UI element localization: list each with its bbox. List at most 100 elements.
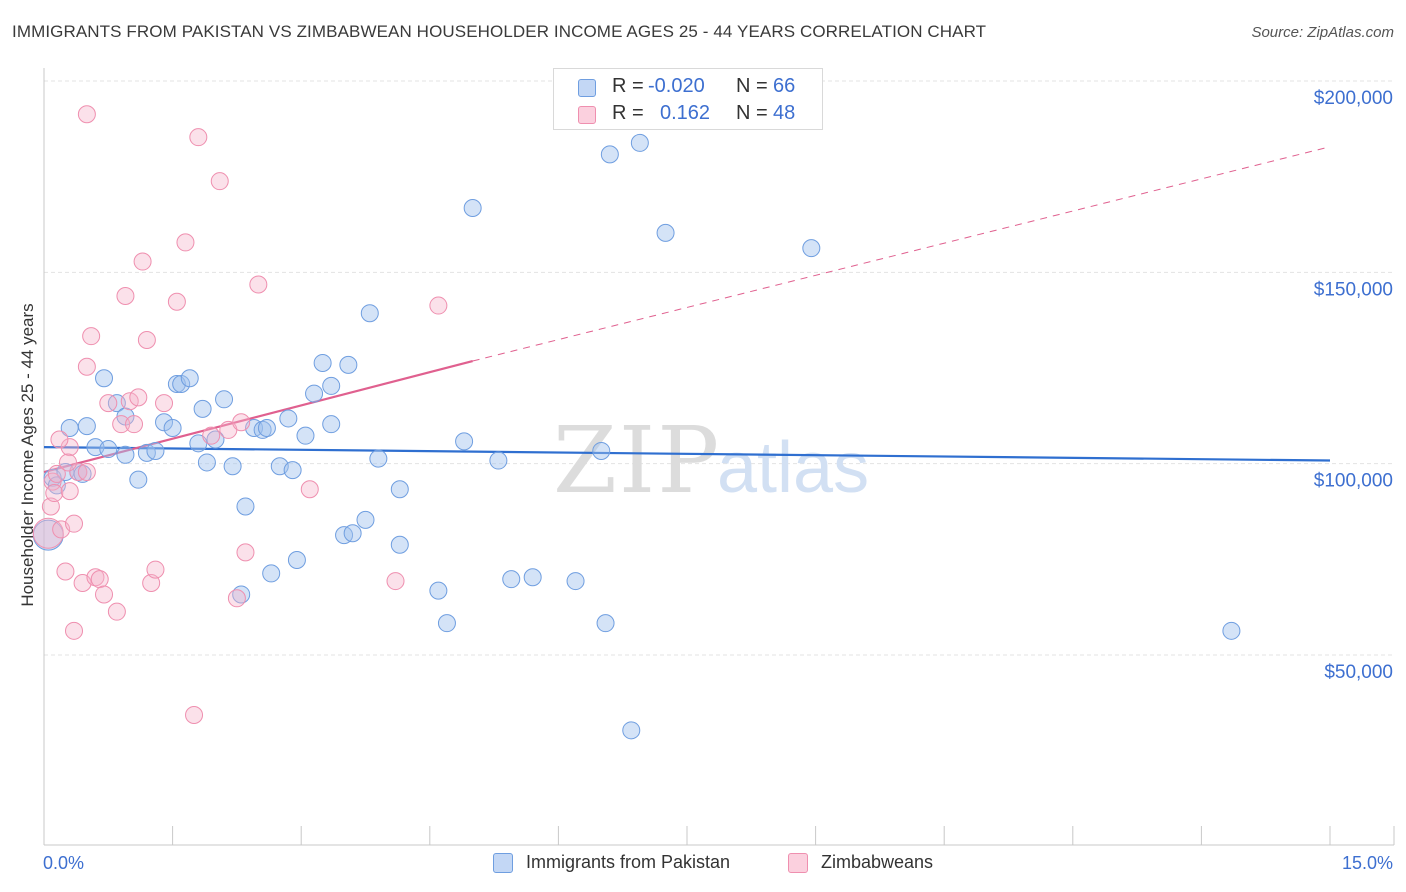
pakistan-point xyxy=(99,440,118,459)
watermark-zip: ZIP xyxy=(553,407,721,514)
pakistan-point xyxy=(287,551,306,570)
zimbabwe-point xyxy=(41,497,60,516)
bottom-legend-swatch-zimbabwe xyxy=(788,853,808,873)
pakistan-point xyxy=(339,355,358,374)
pakistan-point xyxy=(95,369,114,388)
legend-swatch-pakistan xyxy=(578,79,596,97)
zimbabwe-point xyxy=(129,388,148,407)
zimbabwe-trend-line-dashed xyxy=(472,146,1331,362)
pakistan-point xyxy=(369,449,388,468)
pakistan-point xyxy=(296,426,315,445)
zimbabwe-point xyxy=(65,514,84,533)
zimbabwe-point xyxy=(65,621,84,640)
zimbabwe-point xyxy=(176,233,195,252)
pakistan-point xyxy=(802,239,821,258)
pakistan-point xyxy=(283,461,302,480)
pakistan-point xyxy=(566,572,585,591)
pakistan-point xyxy=(360,304,379,323)
x-tick-label-min: 0.0% xyxy=(43,853,85,873)
x-tick-label-max: 15.0% xyxy=(1341,853,1393,873)
pakistan-point xyxy=(215,390,234,409)
pakistan-point xyxy=(390,480,409,499)
bottom-legend-label-pakistan: Immigrants from Pakistan xyxy=(526,852,731,872)
pakistan-point xyxy=(197,453,216,472)
zimbabwe-point xyxy=(249,275,268,294)
zimbabwe-point xyxy=(146,560,165,579)
pakistan-point xyxy=(322,376,341,395)
zimbabwe-point xyxy=(429,296,448,315)
zimbabwe-point xyxy=(227,589,246,608)
legend-n-value-pakistan: 66 xyxy=(773,75,796,97)
zimbabwe-point xyxy=(125,415,144,434)
pakistan-trend-line xyxy=(43,446,1331,462)
zimbabwe-point xyxy=(120,392,139,411)
zimbabwe-point xyxy=(116,286,135,305)
watermark-atlas: atlas xyxy=(717,428,869,508)
pakistan-point xyxy=(463,198,482,217)
y-tick-label: $50,000 xyxy=(1324,662,1393,683)
pakistan-point xyxy=(77,417,96,436)
zimbabwe-point xyxy=(167,292,186,311)
zimbabwe-point xyxy=(386,572,405,591)
zimbabwe-point xyxy=(56,562,75,581)
legend-r-label: R = xyxy=(612,75,644,97)
pakistan-point xyxy=(163,419,182,438)
zimbabwe-point xyxy=(210,172,229,191)
pakistan-point xyxy=(129,470,148,489)
pakistan-point xyxy=(600,145,619,164)
y-tick-label: $150,000 xyxy=(1314,279,1393,300)
chart-title: IMMIGRANTS FROM PAKISTAN VS ZIMBABWEAN H… xyxy=(12,22,987,41)
legend-r-value-pakistan: -0.020 xyxy=(648,75,705,97)
bottom-legend-label-zimbabwe: Zimbabweans xyxy=(821,852,934,872)
pakistan-point xyxy=(223,457,242,476)
y-tick-label: $100,000 xyxy=(1314,471,1393,492)
pakistan-point xyxy=(429,581,448,600)
pakistan-point xyxy=(489,451,508,470)
zimbabwe-point xyxy=(155,394,174,413)
pakistan-point xyxy=(146,441,165,460)
y-tick-label: $200,000 xyxy=(1314,88,1393,109)
pakistan-point xyxy=(437,614,456,633)
zimbabwe-point xyxy=(60,438,79,457)
legend-n-value-zimbabwe: 48 xyxy=(773,102,796,124)
zimbabwe-point xyxy=(236,543,255,562)
pakistan-point xyxy=(592,441,611,460)
pakistan-point xyxy=(1222,621,1241,640)
zimbabwe-point xyxy=(112,415,131,434)
zimbabwe-point xyxy=(90,570,109,589)
zimbabwe-point xyxy=(137,330,156,349)
pakistan-point xyxy=(596,614,615,633)
zimbabwe-point xyxy=(99,394,118,413)
pakistan-point xyxy=(116,445,135,464)
pakistan-point xyxy=(305,384,324,403)
legend-r-value-zimbabwe: 0.162 xyxy=(660,102,711,124)
zimbabwe-point xyxy=(47,464,66,483)
pakistan-point xyxy=(322,415,341,434)
correlation-legend: R = -0.020 N = 66 R = 0.162 N = 48 xyxy=(553,68,823,130)
zimbabwe-point xyxy=(59,453,78,472)
legend-n-label: N = xyxy=(736,75,768,97)
zimbabwe-point xyxy=(232,413,251,432)
pakistan-point xyxy=(193,399,212,418)
pakistan-point xyxy=(313,353,332,372)
zimbabwe-point xyxy=(189,128,208,147)
zimbabwe-point xyxy=(77,463,96,482)
zimbabwe-point xyxy=(95,585,114,604)
zimbabwe-point xyxy=(133,252,152,271)
pakistan-point xyxy=(257,419,276,438)
source-label: Source: ZipAtlas.com xyxy=(1251,24,1394,41)
bottom-legend-swatch-pakistan xyxy=(493,853,513,873)
pakistan-point xyxy=(630,133,649,152)
pakistan-point xyxy=(172,375,191,393)
legend-r-label: R = xyxy=(612,102,644,124)
pakistan-point xyxy=(455,432,474,451)
zimbabwe-point xyxy=(185,706,204,725)
zimbabwe-point xyxy=(142,573,161,592)
zimbabwe-point xyxy=(32,517,64,549)
pakistan-point xyxy=(236,497,255,516)
zimbabwe-point xyxy=(77,105,96,124)
zimbabwe-point xyxy=(45,484,64,503)
pakistan-point xyxy=(180,369,199,388)
zimbabwe-point xyxy=(82,327,101,346)
